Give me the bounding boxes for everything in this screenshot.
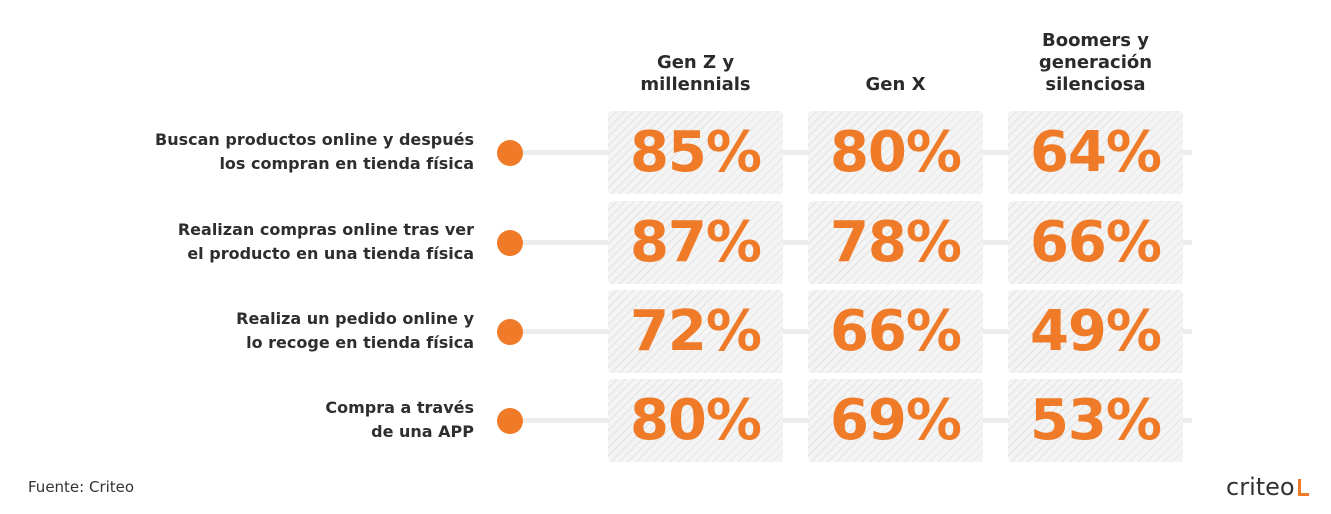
column-header-gen-x: Gen X [865,74,926,95]
row-label: Compra a través de una APP [325,398,474,441]
value-cell: 80% [808,111,983,194]
source-note: Fuente: Criteo [28,478,135,496]
row-label: Realizan compras online tras ver el prod… [177,220,474,263]
value-cell: 78% [808,201,983,284]
value-cell: 66% [808,290,983,373]
row-label: Buscan productos online y después los co… [155,130,474,173]
criteo-logo: criteo [1226,473,1309,501]
value-cell: 49% [1008,290,1183,373]
row-label: Realiza un pedido online y lo recoge en … [236,309,474,352]
value-cell: 66% [1008,201,1183,284]
row-bullet-icon [497,319,523,345]
logo-text: criteo [1226,473,1295,501]
value-cell: 87% [608,201,783,284]
criteo-l-mark-icon [1297,479,1309,496]
row-bullet-icon [497,140,523,166]
value-cell: 85% [608,111,783,194]
value-cell: 72% [608,290,783,373]
column-header-boomers: Boomers y generación silenciosa [1038,30,1153,95]
value-cell: 64% [1008,111,1183,194]
row-bullet-icon [497,408,523,434]
value-cell: 80% [608,379,783,462]
value-cell: 69% [808,379,983,462]
row-bullet-icon [497,230,523,256]
value-cell: 53% [1008,379,1183,462]
column-header-gen-z: Gen Z y millennials [640,52,751,95]
